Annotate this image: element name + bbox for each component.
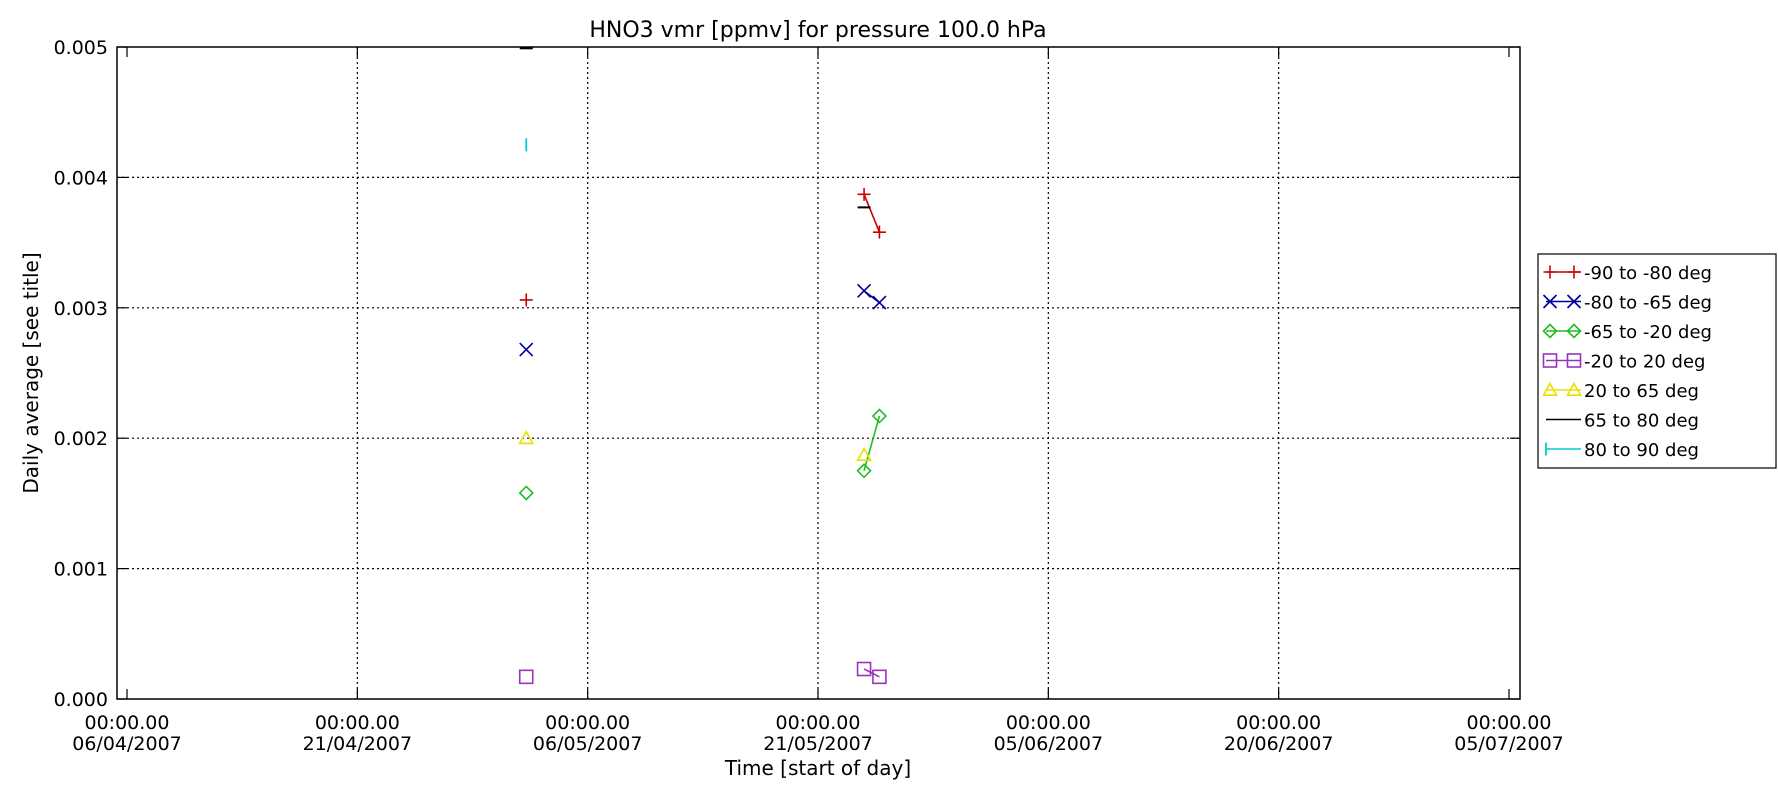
x-tick-date-label: 06/05/2007 xyxy=(533,733,643,755)
x-tick-time-label: 00:00.00 xyxy=(1236,712,1321,734)
series-line xyxy=(863,415,881,472)
x-tick-time-label: 00:00.00 xyxy=(545,712,630,734)
legend-entry: 80 to 90 deg xyxy=(1545,440,1699,461)
legend-entry: 20 to 65 deg xyxy=(1542,381,1699,402)
data-point xyxy=(519,342,534,357)
x-tick-date-label: 21/04/2007 xyxy=(303,733,413,755)
data-point xyxy=(519,293,533,307)
data-point xyxy=(518,430,535,445)
data-point xyxy=(518,669,534,685)
x-tick-time-label: 00:00.00 xyxy=(776,712,861,734)
legend-marker xyxy=(1566,381,1582,396)
y-axis-ticks: 0.000 0.001 0.002 0.003 0.004 0.005 xyxy=(54,37,1520,711)
x-axis-ticks: 00:00.0006/04/200700:00.0021/04/200700:0… xyxy=(72,47,1564,755)
x-tick-date-label: 05/06/2007 xyxy=(994,733,1104,755)
legend: -90 to -80 deg -80 to -65 deg -65 to -20 d… xyxy=(1537,253,1777,469)
series-x xyxy=(519,283,887,357)
data-point xyxy=(857,283,872,298)
y-tick-label: 0.001 xyxy=(54,559,108,581)
legend-entries: -90 to -80 deg -80 to -65 deg -65 to -20 d… xyxy=(1542,263,1712,461)
y-tick-label: 0.005 xyxy=(54,37,108,59)
y-tick-label: 0.003 xyxy=(54,298,108,320)
data-point xyxy=(872,669,887,685)
y-tick-label: 0.004 xyxy=(54,167,108,189)
legend-label: 20 to 65 deg xyxy=(1584,381,1699,402)
legend-label: -80 to -65 deg xyxy=(1584,293,1712,314)
data-series xyxy=(518,47,888,685)
legend-entry: -80 to -65 deg xyxy=(1542,293,1712,314)
x-tick-date-label: 05/07/2007 xyxy=(1454,733,1564,755)
series-plus xyxy=(519,187,886,307)
data-point xyxy=(856,661,872,677)
legend-label: -20 to 20 deg xyxy=(1584,352,1705,373)
data-point xyxy=(856,463,872,479)
data-point xyxy=(871,408,888,424)
x-tick-date-label: 06/04/2007 xyxy=(72,733,182,755)
x-tick-time-label: 00:00.00 xyxy=(1006,712,1091,734)
x-tick-date-label: 21/05/2007 xyxy=(763,733,873,755)
x-tick-time-label: 00:00.00 xyxy=(85,712,170,734)
legend-marker xyxy=(1542,353,1558,368)
legend-marker xyxy=(1566,353,1582,368)
legend-marker xyxy=(1542,323,1558,339)
legend-marker xyxy=(1543,265,1557,279)
legend-marker xyxy=(1567,265,1581,279)
legend-marker xyxy=(1566,323,1582,339)
legend-label: 80 to 90 deg xyxy=(1584,440,1699,461)
data-point xyxy=(518,485,534,501)
y-axis-label: Daily average [see title] xyxy=(19,252,43,493)
legend-label: -65 to -20 deg xyxy=(1584,322,1712,343)
series-square xyxy=(518,661,887,685)
series-hline xyxy=(519,47,871,209)
legend-label: -90 to -80 deg xyxy=(1584,263,1712,284)
data-point xyxy=(857,187,871,201)
legend-entry: -65 to -20 deg xyxy=(1542,322,1712,343)
x-tick-time-label: 00:00.00 xyxy=(315,712,400,734)
legend-entry: -20 to 20 deg xyxy=(1542,352,1705,373)
data-point xyxy=(856,447,872,462)
grid-lines xyxy=(117,47,1520,699)
chart-title: HNO3 vmr [ppmv] for pressure 100.0 hPa xyxy=(589,18,1046,43)
legend-entry: -90 to -80 deg xyxy=(1543,263,1712,284)
series-triangle xyxy=(518,430,872,462)
legend-marker xyxy=(1542,294,1558,309)
data-point xyxy=(872,295,887,310)
legend-marker xyxy=(1566,294,1582,309)
y-tick-label: 0.002 xyxy=(54,428,108,450)
x-tick-date-label: 20/06/2007 xyxy=(1224,733,1334,755)
series-line xyxy=(863,194,881,233)
series-diamond xyxy=(518,408,888,501)
data-point xyxy=(872,225,886,239)
legend-label: 65 to 80 deg xyxy=(1584,411,1699,432)
y-tick-label: 0.000 xyxy=(54,689,108,711)
legend-marker xyxy=(1542,381,1558,396)
legend-entry: 65 to 80 deg xyxy=(1546,411,1699,432)
x-tick-time-label: 00:00.00 xyxy=(1467,712,1552,734)
series-line xyxy=(863,668,880,678)
x-axis-label: Time [start of day] xyxy=(724,756,911,780)
